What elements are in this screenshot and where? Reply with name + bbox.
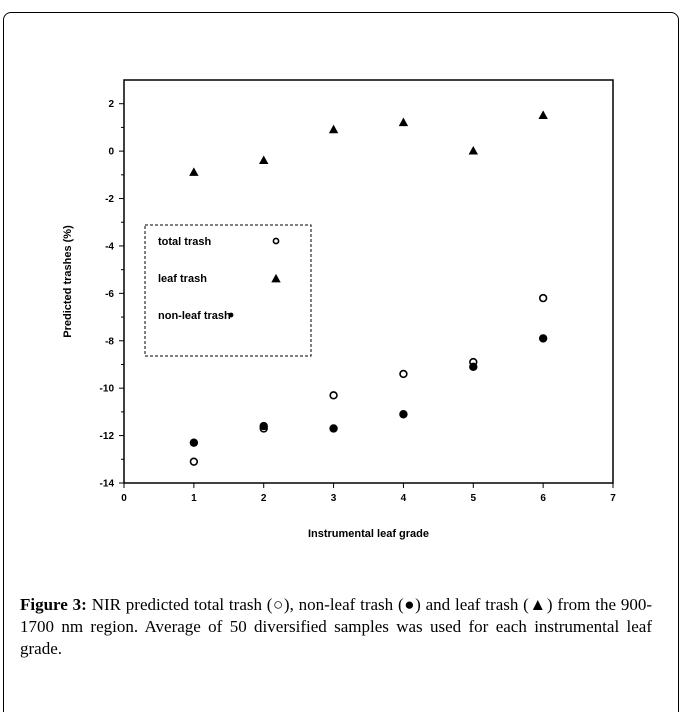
total-trash-point: [329, 391, 338, 400]
x-tick-label: 2: [261, 493, 267, 504]
figure-frame: [3, 12, 679, 712]
total-trash-point: [189, 457, 199, 466]
legend-marker: [272, 237, 280, 245]
x-tick-label: 6: [540, 493, 546, 504]
non-leaf-trash-point: [329, 424, 338, 433]
plot-area: [123, 79, 614, 484]
y-tick-label: -8: [105, 336, 114, 347]
x-tick-label: 1: [191, 493, 197, 504]
caption-text: NIR predicted total trash (○), non-leaf …: [20, 595, 652, 658]
leaf-trash-point: [259, 155, 269, 165]
leaf-trash-point: [538, 110, 548, 119]
x-tick-label: 3: [331, 493, 337, 504]
legend: total trash leaf trash non-leaf trash: [144, 224, 312, 357]
legend-label: leaf trash: [158, 273, 207, 285]
plot-border: [123, 79, 614, 484]
y-tick-label: -10: [100, 384, 115, 395]
scatter-chart: 0 1 2 3 4 5 6 7 2 0 -2 -4 -6 -8 -10 -12 -14 total trash…: [62, 79, 616, 540]
y-tick-label: -12: [100, 431, 115, 442]
x-tick-label: 7: [610, 493, 616, 504]
y-tick-label: -4: [105, 241, 114, 252]
legend-marker: [271, 273, 281, 283]
legend-box: [144, 224, 312, 357]
non-leaf-trash-point: [259, 421, 268, 431]
x-tick-label: 5: [471, 493, 477, 504]
y-axis-label: Predicted trashes (%): [62, 225, 74, 338]
leaf-trash-point: [398, 117, 409, 127]
legend-label: total trash: [158, 236, 211, 248]
non-leaf-trash-point: [538, 334, 548, 343]
legend-label: non-leaf trash: [158, 310, 231, 322]
total-trash-point: [538, 293, 548, 303]
data-points: [189, 110, 548, 466]
x-tick-label: 0: [121, 493, 127, 504]
y-tick-label: -14: [100, 479, 115, 490]
x-tick-label: 4: [401, 493, 407, 504]
leaf-trash-point: [189, 167, 199, 176]
y-tick-label: 0: [108, 147, 114, 158]
y-axis: 2 0 -2 -4 -6 -8 -10 -12 -14: [100, 99, 124, 490]
total-trash-point: [399, 369, 408, 379]
y-tick-label: -2: [105, 194, 114, 205]
non-leaf-trash-point: [469, 362, 478, 372]
non-leaf-trash-point: [189, 438, 199, 447]
leaf-trash-point: [468, 145, 478, 155]
non-leaf-trash-point: [399, 410, 408, 419]
x-axis: 0 1 2 3 4 5 6 7: [121, 483, 616, 504]
leaf-trash-point: [328, 124, 339, 134]
y-tick-label: 2: [108, 99, 114, 110]
caption-label: Figure 3:: [20, 595, 87, 614]
figure-caption: Figure 3: NIR predicted total trash (○),…: [20, 594, 652, 660]
x-axis-label: Instrumental leaf grade: [308, 528, 429, 540]
y-tick-label: -6: [105, 289, 114, 300]
legend-marker: [228, 312, 234, 318]
